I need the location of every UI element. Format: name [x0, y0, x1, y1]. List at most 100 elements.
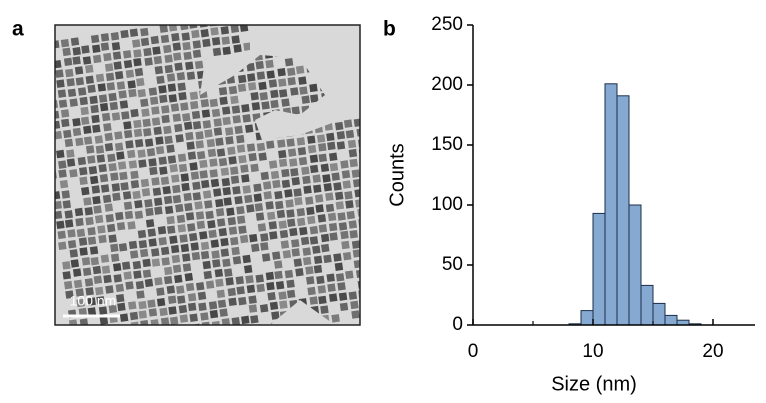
- particle: [112, 51, 122, 60]
- particle: [268, 160, 278, 169]
- particle: [263, 191, 272, 200]
- particle: [137, 149, 146, 158]
- particle: [169, 316, 179, 325]
- particle: [57, 230, 66, 240]
- particle: [96, 296, 105, 305]
- particle: [247, 82, 257, 91]
- particle: [162, 327, 170, 335]
- particle: [129, 250, 139, 259]
- particle: [356, 128, 360, 137]
- particle: [373, 247, 381, 255]
- particle: [286, 289, 296, 299]
- particle: [105, 72, 115, 82]
- particle: [89, 175, 99, 185]
- particle: [172, 264, 182, 273]
- particle: [272, 251, 281, 260]
- particle: [208, 229, 217, 239]
- particle: [90, 256, 100, 266]
- y-tick-label: 150: [431, 134, 463, 155]
- particle: [205, 210, 214, 220]
- particle: [67, 229, 76, 238]
- bar: [616, 95, 630, 326]
- particle: [37, 92, 45, 100]
- particle: [171, 174, 180, 183]
- particle: [218, 227, 228, 237]
- particle: [163, 44, 172, 54]
- particle: [278, 7, 286, 15]
- particle: [144, 278, 154, 288]
- particle: [156, 75, 165, 85]
- particle: [297, 146, 307, 156]
- particle: [125, 69, 135, 79]
- y-tick-label: 0: [452, 314, 463, 335]
- particle: [177, 82, 186, 91]
- particle: [133, 270, 142, 279]
- particle: [265, 59, 274, 69]
- particle: [128, 301, 137, 310]
- particle: [241, 315, 250, 325]
- particle: [94, 347, 102, 355]
- particle: [248, 295, 257, 304]
- particle: [120, 29, 129, 39]
- particle: [70, 37, 80, 46]
- particle: [215, 198, 224, 208]
- particle: [328, 152, 338, 162]
- particle: [228, 85, 238, 95]
- x-tick-label: 10: [582, 341, 603, 362]
- particle: [166, 215, 175, 225]
- particle: [260, 233, 269, 242]
- particle: [131, 331, 139, 339]
- particle: [116, 81, 126, 90]
- particle: [277, 139, 286, 148]
- particle: [291, 239, 300, 248]
- particle: [157, 226, 167, 235]
- particle: [357, 138, 360, 148]
- particle: [80, 106, 89, 116]
- particle: [312, 245, 321, 254]
- particle: [194, 201, 203, 210]
- particle: [90, 104, 99, 114]
- particle: [210, 239, 220, 248]
- particle: [125, 140, 134, 149]
- particle: [100, 184, 110, 193]
- particle: [271, 311, 280, 320]
- particle: [154, 206, 163, 215]
- particle: [112, 335, 120, 343]
- particle: [91, 327, 99, 335]
- particle: [190, 171, 200, 180]
- particle: [215, 137, 224, 147]
- particle: [216, 218, 226, 227]
- particle: [77, 87, 87, 96]
- particle: [196, 150, 206, 160]
- particle: [164, 135, 173, 145]
- particle: [134, 210, 144, 220]
- particle: [75, 77, 85, 86]
- particle: [114, 131, 123, 140]
- particle: [169, 163, 178, 173]
- particle: [134, 67, 144, 77]
- bar: [580, 310, 594, 326]
- particle: [361, 168, 369, 176]
- particle: [329, 232, 338, 241]
- particle: [177, 224, 187, 233]
- particle: [192, 181, 201, 191]
- particle: [189, 91, 199, 100]
- particle: [143, 47, 152, 57]
- particle: [255, 212, 265, 221]
- particle: [254, 202, 264, 212]
- particle: [108, 234, 117, 243]
- particle: [98, 94, 108, 103]
- particle: [316, 275, 325, 285]
- particle: [87, 84, 96, 94]
- scale-bar-label: 100 nm: [70, 293, 117, 309]
- particle: [133, 57, 142, 67]
- particle: [289, 227, 298, 237]
- particle: [219, 16, 227, 24]
- particle: [164, 205, 174, 215]
- particle: [148, 308, 158, 317]
- particle: [97, 83, 107, 92]
- particle: [307, 144, 317, 154]
- particle: [103, 274, 112, 284]
- bar: [628, 204, 642, 326]
- particle: [116, 221, 126, 231]
